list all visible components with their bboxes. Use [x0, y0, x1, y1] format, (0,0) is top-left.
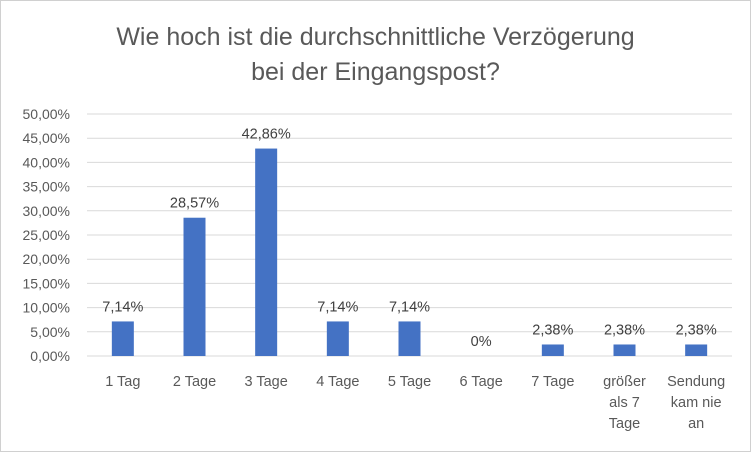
y-tick-label: 50,00% [23, 106, 70, 122]
y-tick-label: 20,00% [23, 251, 70, 267]
data-label: 2,38% [604, 322, 645, 338]
category-label: an [688, 416, 704, 432]
data-label: 0% [471, 334, 492, 350]
data-label: 42,86% [242, 127, 291, 143]
category-label: größer [603, 374, 646, 390]
y-tick-label: 45,00% [23, 130, 70, 146]
data-label: 2,38% [532, 322, 573, 338]
data-label: 2,38% [676, 322, 717, 338]
bar [398, 321, 421, 356]
y-tick-label: 35,00% [23, 179, 70, 195]
data-label: 7,14% [102, 299, 143, 315]
bar [326, 321, 349, 356]
bar [613, 344, 636, 356]
bar [541, 344, 564, 356]
data-label: 7,14% [317, 299, 358, 315]
category-label: 4 Tage [316, 374, 359, 390]
y-axis-tick-labels: 0,00% 5,00% 10,00% 15,00% 20,00% 25,00% 30,00%… [23, 106, 70, 364]
category-label: 3 Tage [245, 374, 288, 390]
bars [111, 148, 708, 356]
bar [685, 344, 708, 356]
y-tick-label: 25,00% [23, 227, 70, 243]
bar [183, 217, 206, 356]
category-label: kam nie [671, 395, 722, 411]
y-tick-label: 5,00% [30, 324, 70, 340]
data-labels: 7,14% 28,57% 42,86% 7,14% 7,14% 0% 2,38% 2,38% 2… [102, 127, 717, 350]
data-label: 7,14% [389, 299, 430, 315]
category-label: Sendung [667, 374, 725, 390]
bar [255, 148, 278, 356]
y-tick-label: 30,00% [23, 203, 70, 219]
y-tick-label: 10,00% [23, 300, 70, 316]
category-label: 5 Tage [388, 374, 431, 390]
x-axis-category-labels: 1 Tag 2 Tage 3 Tage 4 Tage 5 Tage 6 Tage 7 Tag… [105, 374, 725, 432]
y-tick-label: 0,00% [30, 348, 70, 364]
y-tick-label: 15,00% [23, 275, 70, 291]
chart-title: Wie hoch ist die durchschnittliche Verzö… [0, 20, 751, 90]
chart-title-line-2: bei der Eingangspost? [251, 58, 500, 86]
category-label: Tage [609, 416, 640, 432]
category-label: 6 Tage [460, 374, 503, 390]
category-label: 7 Tage [531, 374, 574, 390]
data-label: 28,57% [170, 196, 219, 212]
bar [111, 321, 134, 356]
chart-title-line-1: Wie hoch ist die durchschnittliche Verzö… [116, 23, 635, 51]
category-label: als 7 [609, 395, 640, 411]
y-tick-label: 40,00% [23, 154, 70, 170]
category-label: 2 Tage [173, 374, 216, 390]
category-label: 1 Tag [105, 374, 140, 390]
